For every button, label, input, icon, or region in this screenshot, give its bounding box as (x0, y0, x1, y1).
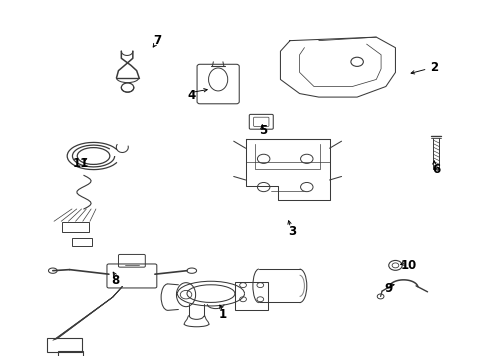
Text: 7: 7 (153, 34, 161, 47)
Text: 5: 5 (259, 124, 267, 137)
Text: 8: 8 (111, 274, 119, 287)
Text: 11: 11 (72, 157, 88, 170)
Text: 1: 1 (219, 308, 226, 321)
Text: 4: 4 (187, 89, 196, 102)
Text: 6: 6 (431, 163, 439, 176)
Text: 3: 3 (288, 225, 296, 238)
Text: 2: 2 (429, 60, 437, 73)
Text: 9: 9 (384, 282, 391, 295)
Text: 10: 10 (400, 259, 416, 272)
